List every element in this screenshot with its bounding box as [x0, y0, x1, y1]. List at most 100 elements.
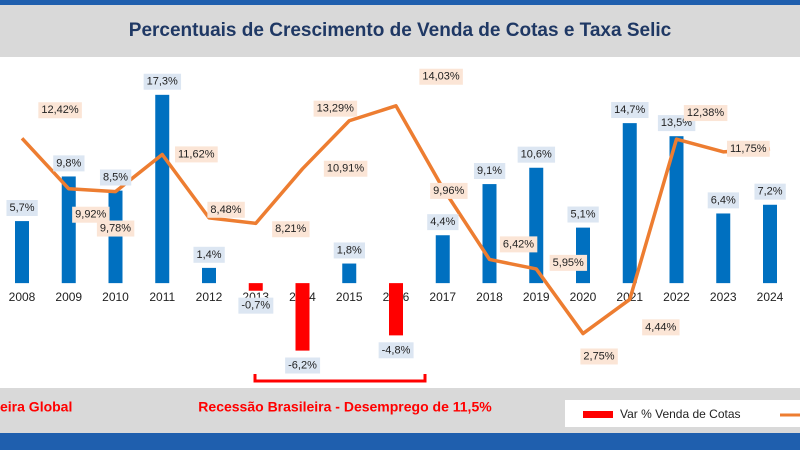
annotation: Recessão Brasileira - Desemprego de 11,5… [198, 399, 492, 415]
line-value-label-bg [175, 146, 218, 163]
bar-value-label-bg [517, 146, 556, 163]
line-value-label: 6,42% [503, 238, 534, 250]
line-value-label-bg [323, 160, 368, 177]
bar-value-label-bg [193, 246, 225, 263]
bar-value-label-bg [378, 342, 414, 359]
bar-value-label: -4,8% [382, 344, 411, 356]
line-value-label-bg [549, 254, 588, 271]
bar-value-label: 14,7% [614, 104, 645, 116]
x-tick-label: 2015 [336, 290, 363, 304]
bar-value-label: 8,5% [103, 172, 128, 184]
legend-swatch [583, 411, 613, 418]
line-value-label-bg [207, 201, 245, 218]
bar-value-label-bg [53, 155, 85, 172]
bar [248, 283, 263, 291]
line-value-label-bg [683, 105, 728, 122]
bar [61, 176, 76, 284]
bar-value-label: -0,7% [241, 300, 270, 312]
x-tick-label: 2009 [55, 290, 82, 304]
bar-value-label-bg [707, 192, 740, 209]
chart-title: Percentuais de Crescimento de Venda de C… [129, 20, 672, 41]
bar-value-label: 1,8% [337, 244, 362, 256]
top-stripe [0, 0, 800, 5]
bar-value-label: -6,2% [288, 360, 317, 372]
bar [622, 123, 637, 284]
x-tick-label: 2018 [476, 290, 503, 304]
line-value-label: 5,95% [553, 257, 584, 269]
bar [482, 184, 497, 284]
line-value-label-bg [419, 68, 463, 85]
line-value-label-bg [96, 220, 135, 237]
line-value-label-bg [642, 319, 680, 336]
bar-value-label-bg [143, 73, 182, 90]
bar [342, 263, 357, 284]
line-value-label-bg [580, 348, 618, 365]
line-value-label: 2,75% [583, 350, 614, 362]
bar-value-label-bg [238, 297, 274, 314]
x-tick-label: 2012 [196, 290, 223, 304]
line-value-label: 11,75% [730, 143, 767, 155]
legend-label: Var % Venda de Cotas [620, 407, 741, 421]
line-value-label-bg [499, 236, 538, 253]
bar [15, 221, 29, 284]
bar-value-label: 4,4% [430, 216, 455, 228]
bar [108, 190, 123, 284]
x-tick-label: 2022 [663, 290, 690, 304]
x-tick-label: 2019 [523, 290, 550, 304]
line-value-label: 11,62% [178, 148, 215, 160]
bar-value-label: 10,6% [521, 149, 552, 161]
bar [202, 267, 216, 284]
line-value-label: 8,48% [210, 204, 241, 216]
bar [389, 283, 403, 336]
bar-value-label: 7,2% [757, 186, 782, 198]
x-tick-label: 2017 [429, 290, 456, 304]
x-tick-label: 2023 [710, 290, 737, 304]
line-value-label-bg [430, 182, 468, 199]
bar [529, 167, 544, 284]
bar [669, 136, 684, 284]
bar-value-label-bg [754, 183, 786, 200]
line-value-label-bg [38, 102, 82, 119]
bar-value-label: 5,7% [9, 202, 34, 214]
bar-value-label: 9,1% [477, 165, 502, 177]
bar-value-label: 17,3% [147, 76, 178, 88]
line-value-label: 8,21% [275, 223, 306, 235]
line-value-label-bg [272, 221, 310, 238]
line-value-label: 14,03% [422, 71, 460, 83]
line-value-label-bg [727, 140, 770, 157]
selic-line [20, 104, 771, 336]
line-value-label: 13,29% [317, 103, 355, 115]
line-value-label-bg [313, 100, 358, 117]
bar-value-label-bg [99, 169, 132, 186]
line-value-label-bg [72, 206, 110, 223]
bar-value-label-bg [611, 102, 649, 119]
bar-value-label: 9,8% [56, 157, 81, 169]
bar [763, 204, 777, 284]
line-value-label: 9,92% [75, 209, 106, 221]
line-value-label: 12,42% [41, 104, 79, 116]
x-tick-label: 2024 [757, 290, 784, 304]
line-value-label: 10,91% [327, 163, 365, 175]
bar-value-label-bg [567, 206, 599, 223]
bar [435, 235, 450, 284]
bar-value-label: 5,1% [570, 209, 595, 221]
bar [295, 283, 310, 351]
title-band [0, 5, 800, 57]
bar-value-label: 6,4% [711, 194, 736, 206]
bar-value-label-bg [6, 199, 38, 216]
x-tick-label: 2008 [9, 290, 36, 304]
line-value-label: 9,78% [100, 223, 131, 235]
bar-value-label-bg [333, 242, 366, 259]
bar-value-label-bg [427, 214, 459, 231]
bar-value-label-bg [285, 357, 321, 374]
bottom-stripe [0, 433, 800, 450]
bar [155, 94, 170, 284]
bar-value-label: 1,4% [196, 249, 221, 261]
bar [716, 213, 731, 284]
annotation: eira Global [0, 399, 72, 415]
bar-value-label-bg [473, 162, 506, 179]
x-tick-label: 2020 [570, 290, 597, 304]
line-value-label: 4,44% [645, 321, 676, 333]
